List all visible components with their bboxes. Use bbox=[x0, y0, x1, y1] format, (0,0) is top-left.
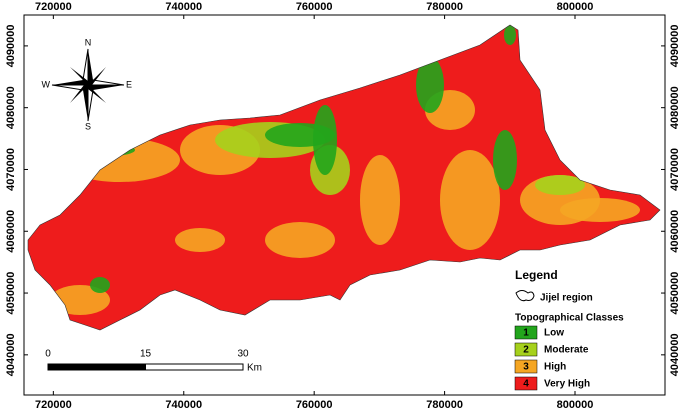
y-tick-label-left: 4060000 bbox=[5, 210, 17, 253]
boundary-icon bbox=[515, 290, 535, 302]
class-area bbox=[175, 228, 225, 252]
scale-segment bbox=[145, 363, 244, 371]
legend-label: Very High bbox=[544, 379, 590, 390]
class-area bbox=[360, 155, 400, 245]
y-tick-label-left: 4070000 bbox=[5, 148, 17, 191]
scale-label: 0 bbox=[45, 349, 51, 360]
y-tick-label-right: 4060000 bbox=[669, 210, 681, 253]
class-area bbox=[313, 105, 337, 175]
legend-swatch bbox=[514, 325, 538, 340]
y-tick-label-left: 4090000 bbox=[5, 24, 17, 67]
x-tick-label-top: 800000 bbox=[557, 1, 594, 13]
compass-rose: N S E W bbox=[42, 37, 133, 131]
legend-label: Low bbox=[544, 328, 564, 339]
compass-south: S bbox=[85, 121, 91, 131]
legend-swatch bbox=[514, 342, 538, 357]
x-tick-label-top: 740000 bbox=[165, 1, 202, 13]
y-tick-label-right: 4070000 bbox=[669, 148, 681, 191]
scale-segment bbox=[47, 363, 146, 371]
y-tick-label-left: 4080000 bbox=[5, 86, 17, 129]
legend-swatch bbox=[514, 359, 538, 374]
x-tick-label-top: 760000 bbox=[296, 1, 333, 13]
y-tick-label-right: 4050000 bbox=[669, 272, 681, 315]
y-tick-label-right: 4080000 bbox=[669, 86, 681, 129]
class-area bbox=[535, 175, 585, 195]
y-tick-label-right: 4040000 bbox=[669, 333, 681, 376]
class-area bbox=[265, 222, 335, 258]
legend-code: 1 bbox=[523, 328, 529, 339]
compass-east: E bbox=[126, 79, 132, 89]
y-tick-label-left: 4050000 bbox=[5, 272, 17, 315]
legend-boundary: Jijel region bbox=[540, 293, 593, 304]
class-area bbox=[493, 130, 517, 190]
class-area bbox=[440, 150, 500, 250]
class-area bbox=[416, 57, 444, 113]
class-area bbox=[504, 25, 516, 45]
class-area bbox=[90, 277, 110, 293]
legend-label: Moderate bbox=[544, 345, 589, 356]
x-tick-label-top: 720000 bbox=[35, 1, 72, 13]
x-tick-label-top: 780000 bbox=[426, 1, 463, 13]
legend-swatch bbox=[514, 376, 538, 391]
x-tick-label-bottom: 740000 bbox=[165, 399, 202, 411]
y-tick-label-right: 4090000 bbox=[669, 24, 681, 67]
x-tick-label-bottom: 800000 bbox=[557, 399, 594, 411]
compass-north: N bbox=[85, 37, 92, 47]
class-area bbox=[560, 198, 640, 222]
scale-label: 15 bbox=[140, 349, 152, 360]
scale-label: 30 bbox=[237, 349, 249, 360]
legend-code: 2 bbox=[523, 345, 529, 356]
scale-unit: Km bbox=[247, 363, 262, 374]
compass-west: W bbox=[42, 79, 51, 89]
legend-label: High bbox=[544, 362, 566, 373]
legend-classes-title: Topographical Classes bbox=[515, 313, 624, 324]
x-tick-label-bottom: 720000 bbox=[35, 399, 72, 411]
x-tick-label-bottom: 780000 bbox=[426, 399, 463, 411]
legend-code: 3 bbox=[523, 362, 529, 373]
legend-title: Legend bbox=[515, 268, 558, 282]
legend-code: 4 bbox=[523, 379, 529, 390]
scale-bar: 0 15 30 Km bbox=[45, 349, 262, 374]
y-tick-label-left: 4040000 bbox=[5, 333, 17, 376]
x-tick-label-bottom: 760000 bbox=[296, 399, 333, 411]
